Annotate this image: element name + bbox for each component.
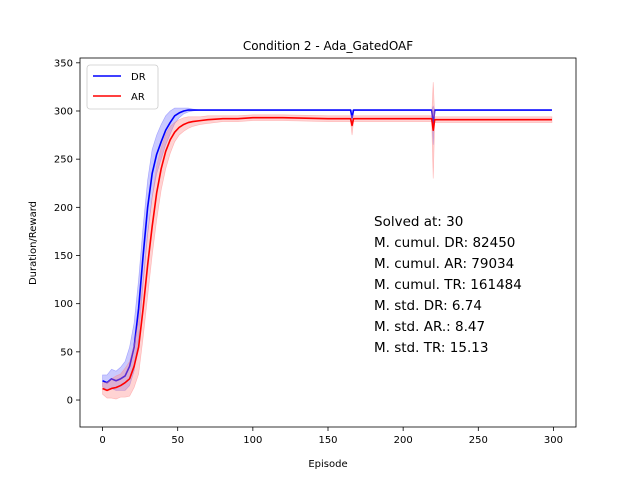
legend-label-dr: DR: [131, 72, 146, 83]
axis-ticks: 0 50 100 150 200 250 300 0 50 100 150 200 250 300 350: [54, 58, 563, 446]
annotation-line: M. cumul. AR: 79034: [374, 256, 514, 272]
annotation-line: Solved at: 30: [374, 214, 463, 230]
series-line-dr: [102, 109, 552, 384]
x-tick-label: 100: [243, 435, 262, 446]
series-line-ar: [102, 116, 552, 392]
y-tick-label: 200: [54, 203, 73, 214]
y-tick-label: 350: [54, 58, 73, 69]
annotation-line: M. std. TR: 15.13: [374, 340, 488, 356]
legend-box: [86, 64, 159, 110]
annotation-line: M. cumul. DR: 82450: [374, 235, 515, 251]
plot-area: [102, 82, 553, 400]
x-tick-label: 50: [171, 435, 184, 446]
x-tick-label: 0: [99, 435, 105, 446]
y-tick-label: 100: [54, 299, 73, 310]
y-tick-label: 300: [54, 106, 73, 117]
chart-title: Condition 2 - Ada_GatedOAF: [243, 39, 413, 53]
y-tick-label: 150: [54, 251, 73, 262]
annotation-line: M. std. AR.: 8.47: [374, 319, 485, 335]
y-tick-label: 0: [67, 396, 73, 407]
y-axis-label: Duration/Reward: [28, 201, 39, 285]
legend: DR AR: [86, 64, 159, 110]
y-tick-label: 50: [60, 347, 73, 358]
x-tick-label: 250: [469, 435, 488, 446]
annotation-line: M. std. DR: 6.74: [374, 298, 482, 314]
x-tick-label: 200: [394, 435, 413, 446]
x-tick-label: 150: [318, 435, 337, 446]
x-tick-label: 300: [544, 435, 563, 446]
legend-label-ar: AR: [131, 92, 145, 103]
stats-annotation: Solved at: 30 M. cumul. DR: 82450 M. cumul…: [374, 214, 522, 356]
y-tick-label: 250: [54, 155, 73, 166]
x-axis-label: Episode: [308, 459, 347, 470]
annotation-line: M. cumul. TR: 161484: [374, 277, 522, 293]
series-band-ar: [102, 82, 553, 400]
